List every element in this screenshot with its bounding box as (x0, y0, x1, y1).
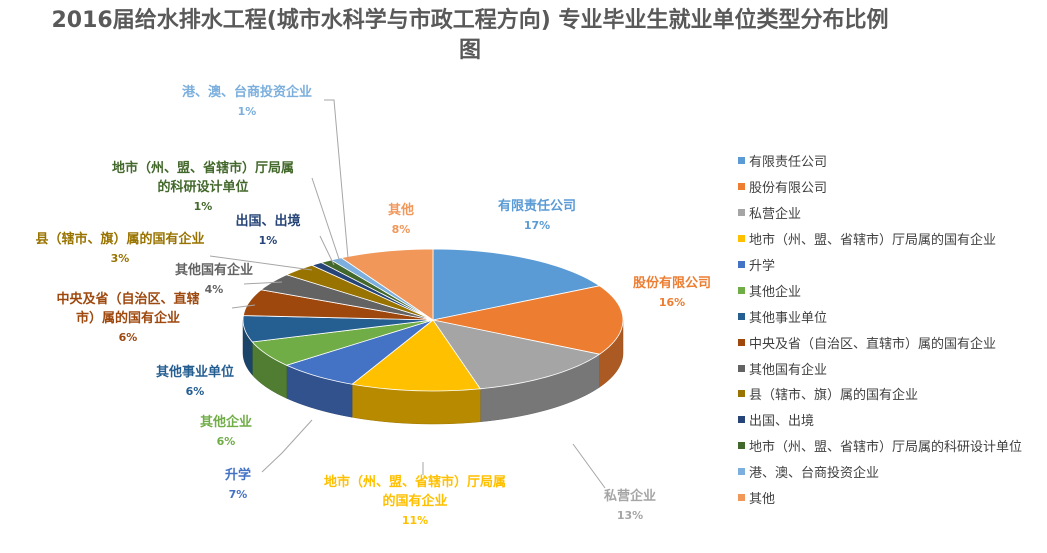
legend-item: 其他事业单位 (738, 303, 1043, 329)
legend-item: 地市（州、盟、省辖市）厅局属的科研设计单位 (738, 433, 1043, 459)
data-label-value-1: 16% (659, 296, 685, 309)
legend-label: 其他国有企业 (749, 362, 828, 378)
pie-slice-3 (351, 319, 481, 392)
pie-slice-2 (432, 319, 601, 390)
legend-label: 其他 (749, 492, 776, 508)
leader-line-9 (209, 255, 313, 271)
pie-slice-0 (432, 248, 601, 321)
legend-label: 升学 (749, 259, 776, 274)
data-label-name-11: 地市（州、盟、省辖市）厅局属 (112, 160, 294, 176)
leader-line-7 (231, 304, 256, 309)
data-label-name-12: 港、澳、台商投资企业 (182, 84, 312, 100)
legend-label: 私营企业 (749, 207, 802, 223)
legend-item: 中央及省（自治区、直辖市）属的国有企业 (738, 329, 1043, 355)
legend-swatch (738, 235, 745, 243)
data-label-name-11: 的科研设计单位 (157, 179, 248, 195)
data-label-name-3: 地市（州、盟、省辖市）厅局属 (324, 474, 506, 490)
pie-slice-7 (242, 289, 434, 321)
legend-item: 地市（州、盟、省辖市）厅局属的国有企业 (738, 226, 1043, 252)
data-label-value-7: 6% (119, 331, 138, 344)
legend-item: 其他 (738, 485, 1043, 511)
leader-line-4 (261, 419, 313, 473)
pie-slice-1 (432, 285, 624, 355)
data-label-value-0: 17% (524, 219, 550, 232)
leader-line-8 (243, 281, 283, 285)
data-label-name-2: 私营企业 (604, 488, 656, 504)
data-label-value-10: 1% (259, 234, 278, 247)
legend-item: 升学 (738, 252, 1043, 278)
pie-slice-4 (285, 319, 434, 385)
data-label-name-4: 升学 (225, 467, 251, 483)
legend-swatch (738, 338, 745, 346)
data-label-name-10: 出国、出境 (235, 213, 300, 229)
data-label-value-3: 11% (402, 514, 428, 527)
pie-slice-5 (251, 319, 434, 366)
legend-label: 有限责任公司 (749, 155, 828, 171)
data-label-value-9: 3% (111, 252, 130, 265)
data-label-name-7: 市）属的国有企业 (76, 310, 180, 326)
data-label-name-1: 股份有限公司 (633, 275, 711, 291)
data-label-name-8: 其他国有企业 (175, 262, 253, 278)
legend-swatch (738, 312, 745, 320)
legend-swatch (738, 442, 745, 450)
legend-label: 股份有限公司 (749, 181, 828, 197)
legend-item: 私营企业 (738, 200, 1043, 226)
legend-swatch (738, 468, 745, 476)
data-label-value-4: 7% (229, 488, 248, 501)
legend-swatch (738, 286, 745, 294)
data-label-value-11: 1% (194, 200, 213, 213)
data-label-name-0: 有限责任公司 (498, 198, 576, 214)
legend-swatch (738, 261, 745, 268)
legend-label: 其他企业 (749, 284, 802, 300)
legend-item: 其他企业 (738, 277, 1043, 303)
data-label-name-3: 的国有企业 (382, 493, 447, 509)
legend-label: 港、澳、台商投资企业 (749, 466, 880, 482)
data-label-name-9: 县（辖市、旗）属的国有企业 (35, 231, 204, 247)
pie-slice-13 (340, 248, 434, 321)
data-label-name-5: 其他企业 (200, 414, 252, 430)
legend-label: 中央及省（自治区、直辖市）属的国有企业 (749, 336, 997, 352)
legend-swatch (738, 364, 745, 372)
legend-item: 县（辖市、旗）属的国有企业 (738, 381, 1043, 407)
data-label-value-5: 6% (217, 435, 236, 448)
chart-title-line-2: 图 (458, 38, 481, 63)
legend-item: 港、澳、台商投资企业 (738, 459, 1043, 485)
legend-label: 地市（州、盟、省辖市）厅局属的科研设计单位 (749, 440, 1023, 456)
chart-title-line-1: 2016届给水排水工程(城市水科学与市政工程方向) 专业毕业生就业单位类型分布比… (51, 8, 889, 33)
legend-swatch (738, 390, 745, 398)
legend-item: 出国、出境 (738, 407, 1043, 433)
leader-line-10 (319, 235, 335, 266)
pie-slice-6 (242, 315, 434, 343)
data-label-value-2: 13% (617, 509, 643, 522)
legend-swatch (738, 209, 745, 217)
leader-line-11 (311, 177, 341, 263)
chart-title: 2016届给水排水工程(城市水科学与市政工程方向) 专业毕业生就业单位类型分布比… (0, 6, 940, 66)
legend-item: 其他国有企业 (738, 355, 1043, 381)
pie-slice-8 (260, 274, 434, 321)
data-label-name-7: 中央及省（自治区、直辖 (56, 291, 199, 307)
legend-item: 有限责任公司 (738, 148, 1043, 174)
legend-swatch (738, 157, 745, 165)
legend-label: 出国、出境 (749, 414, 815, 430)
legend-label: 其他事业单位 (749, 310, 828, 326)
data-label-value-12: 1% (238, 105, 257, 118)
data-label-name-13: 其他 (388, 202, 414, 218)
data-label-name-6: 其他事业单位 (156, 364, 234, 380)
pie-slice-9 (285, 264, 434, 321)
legend-label: 地市（州、盟、省辖市）厅局属的国有企业 (749, 233, 997, 249)
data-label-value-6: 6% (186, 385, 205, 398)
legend-swatch (738, 416, 745, 424)
legend-swatch (738, 494, 745, 502)
legend-item: 股份有限公司 (738, 174, 1043, 200)
leader-line-2 (572, 443, 606, 489)
legend-label: 县（辖市、旗）属的国有企业 (749, 388, 919, 404)
legend: 有限责任公司 股份有限公司 私营企业地市（州、盟、省辖市）厅局属的国有企业 升学其他企… (738, 148, 1043, 510)
legend-swatch (738, 183, 745, 191)
data-label-value-8: 4% (205, 283, 224, 296)
data-label-value-13: 8% (392, 223, 411, 236)
leader-line-12 (324, 99, 349, 259)
